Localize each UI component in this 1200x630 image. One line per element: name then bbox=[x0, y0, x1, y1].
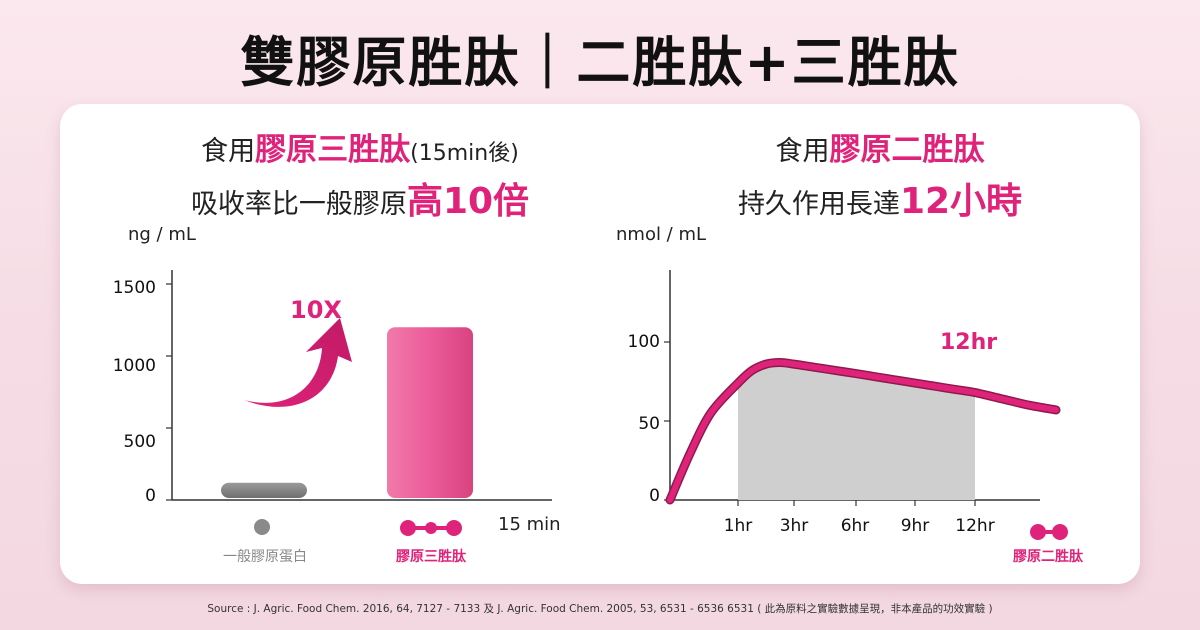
bar-general-collagen bbox=[221, 482, 307, 498]
curved-arrow-icon bbox=[244, 318, 352, 407]
left-bar-chart bbox=[166, 270, 552, 501]
right-xtick: 12hr bbox=[955, 516, 995, 536]
left-heading-highlight: 膠原三胜肽 bbox=[255, 132, 411, 168]
left-heading-line1: 食用膠原三胜肽(15min後) bbox=[110, 124, 610, 169]
legend-label-general-collagen: 一般膠原蛋白 bbox=[223, 549, 307, 565]
right-y-unit: nmol / mL bbox=[616, 224, 707, 245]
legend-label-tripeptide: 膠原三胜肽 bbox=[396, 549, 466, 565]
right-ytick: 50 bbox=[638, 414, 660, 434]
right-xtick: 6hr bbox=[840, 516, 870, 536]
right-heading-highlight: 膠原二胜肽 bbox=[829, 132, 985, 168]
right-ytick: 100 bbox=[627, 332, 660, 352]
pink-dumbbell-icon bbox=[400, 520, 462, 536]
left-ytick: 1000 bbox=[112, 356, 156, 376]
page-title: 雙膠原胜肽｜二胜肽+三胜肽 bbox=[240, 31, 960, 94]
gray-dot-icon bbox=[254, 519, 270, 535]
right-xtick: 3hr bbox=[779, 516, 809, 536]
shaded-duration-area bbox=[738, 362, 975, 500]
left-ytick: 0 bbox=[145, 486, 156, 506]
right-heading-pre: 食用 bbox=[775, 136, 830, 167]
right-ytick: 0 bbox=[649, 486, 660, 506]
left-heading-post: (15min後) bbox=[410, 141, 519, 166]
left-ytick: 500 bbox=[123, 432, 156, 452]
right-xtick: 1hr bbox=[723, 516, 753, 536]
right-heading2-highlight: 12小時 bbox=[899, 181, 1023, 222]
footer-source: Source : J. Agric. Food Chem. 2016, 64, … bbox=[207, 603, 993, 615]
left-ytick: 1500 bbox=[112, 278, 156, 298]
right-line-chart bbox=[664, 270, 1061, 506]
left-heading-pre: 食用 bbox=[201, 136, 256, 167]
left-x-end-label: 15 min bbox=[498, 514, 561, 535]
right-xtick: 9hr bbox=[900, 516, 930, 536]
series-line-dipeptide bbox=[667, 359, 1059, 503]
pink-dumbbell-icon bbox=[1030, 524, 1068, 540]
left-y-unit: ng / mL bbox=[128, 224, 196, 245]
right-heading2-pre: 持久作用長達 bbox=[737, 189, 900, 220]
right-heading-line2: 持久作用長達12小時 bbox=[630, 172, 1130, 224]
bar-tripeptide bbox=[387, 327, 473, 498]
left-heading2-pre: 吸收率比一般膠原 bbox=[190, 189, 407, 220]
right-heading-line1: 食用膠原二胜肽 bbox=[630, 124, 1130, 169]
legend-label-dipeptide: 膠原二胜肽 bbox=[1013, 549, 1083, 565]
annotation-12hr: 12hr bbox=[940, 330, 998, 355]
annotation-10x: 10X bbox=[290, 296, 342, 324]
left-heading2-highlight: 高10倍 bbox=[406, 181, 530, 222]
left-heading-line2: 吸收率比一般膠原高10倍 bbox=[110, 172, 610, 224]
chart-card bbox=[60, 104, 1140, 584]
